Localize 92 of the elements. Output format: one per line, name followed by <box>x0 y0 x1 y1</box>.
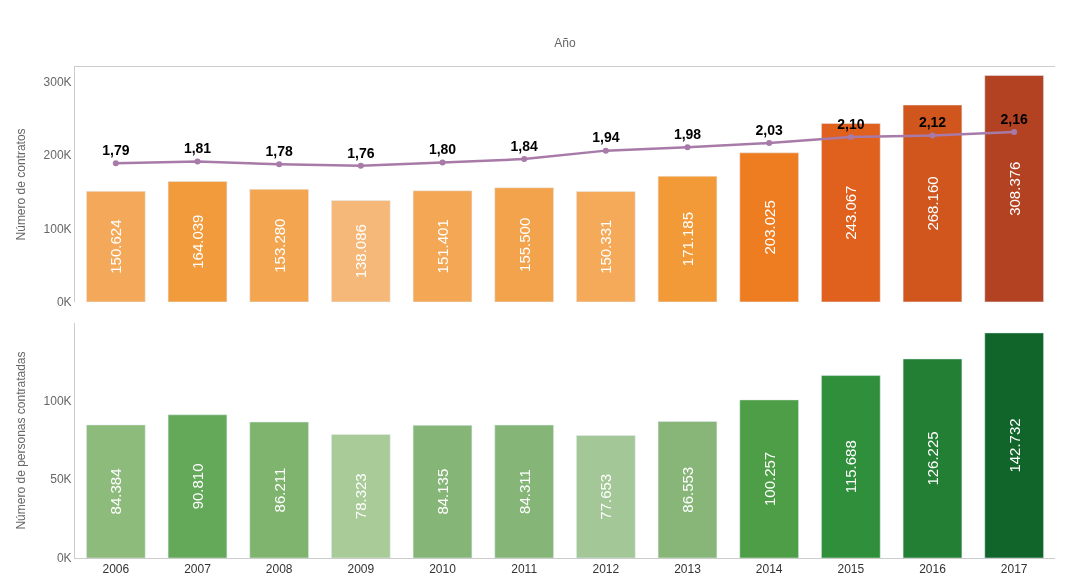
bar <box>412 190 473 302</box>
bar <box>657 175 718 302</box>
bar <box>739 399 799 558</box>
data-label: 1,80 <box>428 141 457 158</box>
data-label: 155.500 <box>515 217 533 272</box>
x-tick-label: 2009 <box>347 562 375 577</box>
data-label: 115.688 <box>842 440 860 494</box>
data-label: 153.280 <box>270 218 288 273</box>
data-label: 100.257 <box>760 451 778 507</box>
point <box>194 158 201 165</box>
bar <box>412 425 473 558</box>
x-tick-label: 2016 <box>919 562 947 577</box>
bar <box>249 421 309 558</box>
data-label: 77.653 <box>597 473 615 520</box>
data-label: 308.376 <box>1005 161 1023 216</box>
data-label: 84.384 <box>107 468 125 515</box>
data-label: 1,84 <box>510 137 539 154</box>
bar <box>86 424 146 558</box>
bar <box>494 424 554 558</box>
point <box>112 160 119 167</box>
x-tick-label: 2010 <box>429 562 457 577</box>
bar <box>167 414 228 558</box>
bar <box>902 358 963 558</box>
bar <box>657 421 718 558</box>
bar <box>331 200 391 302</box>
point <box>684 144 691 151</box>
data-label: 151.401 <box>434 219 451 274</box>
data-label: 138.086 <box>352 224 370 279</box>
y-tick-label: 100K <box>43 393 72 408</box>
bar <box>331 434 391 558</box>
x-tick-label: 2012 <box>592 562 620 577</box>
data-label: 2,16 <box>1000 110 1029 127</box>
point <box>357 162 364 169</box>
x-axis-title: Año <box>554 36 576 51</box>
data-label: 90.810 <box>189 463 206 510</box>
data-label: 150.331 <box>597 219 615 274</box>
bar <box>576 191 636 302</box>
bar <box>86 191 146 302</box>
data-label: 1,98 <box>673 126 702 142</box>
bar <box>984 332 1044 558</box>
bar <box>902 104 963 302</box>
data-label: 2,03 <box>755 121 784 138</box>
bar <box>249 189 309 302</box>
data-label: 84.135 <box>434 468 451 515</box>
point <box>1011 129 1018 136</box>
y-tick-label: 200K <box>43 148 72 163</box>
x-tick-label: 2007 <box>184 562 212 577</box>
point <box>602 147 609 154</box>
bar <box>739 152 799 302</box>
data-label: 268.160 <box>924 176 941 231</box>
bar <box>821 375 881 558</box>
bar <box>167 181 228 302</box>
x-tick-label: 2006 <box>102 562 130 577</box>
y-tick-label: 300K <box>43 74 72 89</box>
data-label: 203.025 <box>760 200 778 255</box>
x-tick-label: 2013 <box>674 562 702 577</box>
y-tick-label: 0K <box>56 295 72 310</box>
x-tick-label: 2017 <box>1000 562 1028 577</box>
data-label: 86.211 <box>270 467 288 513</box>
data-label: 78.323 <box>352 473 370 520</box>
data-label: 171.185 <box>679 211 696 267</box>
y-tick-label: 0K <box>56 551 72 566</box>
bar <box>494 187 554 302</box>
data-label: 150.624 <box>107 219 125 274</box>
point <box>521 156 528 163</box>
x-tick-label: 2014 <box>755 562 783 577</box>
bar <box>576 435 636 558</box>
y-tick-label: 100K <box>43 221 72 236</box>
point <box>276 161 283 168</box>
data-label: 2,12 <box>918 114 947 131</box>
data-label: 84.311 <box>515 469 533 514</box>
data-label: 126.225 <box>924 431 941 486</box>
data-label: 1,94 <box>592 129 620 146</box>
point <box>847 134 854 141</box>
y-tick-label: 50K <box>50 472 72 487</box>
bar <box>984 75 1044 302</box>
point <box>439 159 446 166</box>
point <box>929 132 936 139</box>
data-label: 164.039 <box>189 214 206 269</box>
data-label: 1,79 <box>102 142 130 159</box>
data-label: 1,78 <box>265 142 294 159</box>
x-tick-label: 2008 <box>265 562 293 577</box>
y-axis-title: Número de personas contratadas <box>13 351 28 530</box>
data-label: 1,76 <box>347 144 375 161</box>
x-tick-label: 2011 <box>511 562 538 577</box>
data-label: 86.553 <box>679 466 696 513</box>
data-label: 1,81 <box>183 140 212 157</box>
x-tick-label: 2015 <box>837 562 865 577</box>
point <box>766 140 773 147</box>
y-axis-title: Número de contratos <box>13 128 28 241</box>
data-label: 142.732 <box>1005 418 1023 473</box>
data-label: 243.067 <box>842 185 860 240</box>
